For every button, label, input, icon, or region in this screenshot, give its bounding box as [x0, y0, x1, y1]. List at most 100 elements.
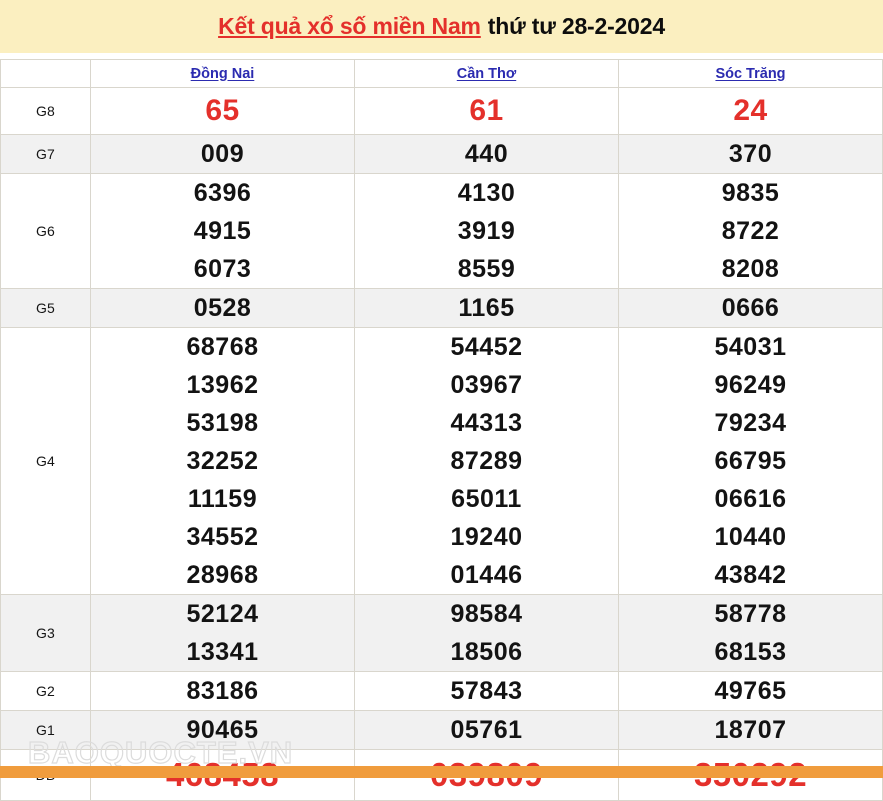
prize-label-g4: G4	[0, 326, 91, 595]
lottery-number: 19240	[450, 522, 523, 551]
lottery-number: 68768	[186, 332, 259, 361]
table-body: G8 65 61 24 G7 009 440 370 G6 6396 4915 6073 4130 391…	[0, 87, 883, 801]
lottery-number: 79234	[714, 408, 787, 437]
column-header-province-3: Sóc Trăng	[618, 59, 883, 88]
lottery-number: 06616	[714, 484, 787, 513]
prize-cell: 6396 4915 6073	[90, 172, 355, 289]
lottery-number: 8208	[721, 254, 780, 283]
table-header: Đồng Nai Cần Thơ Sóc Trăng	[0, 59, 883, 88]
lottery-number: 66795	[714, 446, 787, 475]
lottery-number: 11159	[187, 484, 258, 513]
lottery-number: 9835	[721, 178, 780, 207]
page-title-banner: Kết quả xổ số miền Nam thứ tư 28-2-2024	[0, 0, 883, 53]
lottery-number: 6073	[193, 254, 252, 283]
lottery-number: 65011	[451, 484, 522, 513]
prize-cell: 0666	[618, 287, 883, 328]
prize-cell: 54031 96249 79234 66795 06616 10440 43842	[618, 326, 883, 595]
lottery-results-table: Đồng Nai Cần Thơ Sóc Trăng G8 65 61 24 G7 009…	[0, 59, 883, 801]
table-row: G7 009 440 370	[0, 133, 883, 174]
lottery-number: 10440	[714, 522, 787, 551]
prize-cell: 52124 13341	[90, 593, 355, 672]
lottery-number: 01446	[450, 560, 523, 589]
lottery-number: 24	[733, 94, 768, 127]
table-row: G6 6396 4915 6073 4130 3919 8559 9835 8722 8208	[0, 172, 883, 289]
lottery-number: 13341	[186, 637, 259, 666]
lottery-number: 54452	[450, 332, 523, 361]
prize-cell: 98584 18506	[354, 593, 619, 672]
lottery-number: 96249	[714, 370, 787, 399]
lottery-number: 6396	[193, 178, 252, 207]
footer-accent-bar	[0, 766, 883, 778]
prize-cell: 68768 13962 53198 32252 11159 34552 28968	[90, 326, 355, 595]
prize-cell: 61	[354, 87, 619, 135]
table-row: G1 90465 05761 18707	[0, 709, 883, 750]
lottery-region-link[interactable]: Kết quả xổ số miền Nam	[218, 13, 481, 39]
prize-label-g7: G7	[0, 133, 91, 174]
prize-cell: 9835 8722 8208	[618, 172, 883, 289]
prize-cell: 24	[618, 87, 883, 135]
lottery-number: 1165	[458, 293, 515, 322]
prize-cell: 90465	[90, 709, 355, 750]
prize-cell: 009	[90, 133, 355, 174]
table-row: G2 83186 57843 49765	[0, 670, 883, 711]
province-link-dong-nai[interactable]: Đồng Nai	[190, 65, 255, 82]
lottery-number: 49765	[714, 676, 787, 705]
lottery-number: 440	[464, 139, 509, 168]
lottery-number: 87289	[450, 446, 523, 475]
prize-cell: 49765	[618, 670, 883, 711]
lottery-number: 8559	[457, 254, 516, 283]
lottery-number: 53198	[186, 408, 259, 437]
lottery-number: 18707	[714, 715, 787, 744]
prize-cell: 57843	[354, 670, 619, 711]
lottery-number: 43842	[714, 560, 787, 589]
prize-cell: 05761	[354, 709, 619, 750]
page-title: Kết quả xổ số miền Nam thứ tư 28-2-2024	[218, 15, 665, 38]
lottery-number: 8722	[721, 216, 780, 245]
prize-label-g1: G1	[0, 709, 91, 750]
lottery-number: 13962	[186, 370, 259, 399]
lottery-number: 61	[469, 94, 504, 127]
prize-cell: 18707	[618, 709, 883, 750]
lottery-number: 57843	[450, 676, 523, 705]
lottery-number: 68153	[714, 637, 787, 666]
prize-label-g8: G8	[0, 87, 91, 135]
prize-cell: 1165	[354, 287, 619, 328]
lottery-number: 4915	[193, 216, 252, 245]
prize-cell: 54452 03967 44313 87289 65011 19240 01446	[354, 326, 619, 595]
province-link-soc-trang[interactable]: Sóc Trăng	[715, 65, 786, 82]
column-header-province-2: Cần Thơ	[354, 59, 619, 88]
lottery-number: 34552	[186, 522, 259, 551]
lottery-number: 0666	[721, 293, 780, 322]
prize-label-g2: G2	[0, 670, 91, 711]
lottery-number: 3919	[457, 216, 516, 245]
lottery-number: 90465	[186, 715, 259, 744]
lottery-number: 52124	[186, 599, 259, 628]
lottery-number: 98584	[450, 599, 523, 628]
prize-cell: 440	[354, 133, 619, 174]
table-row: G4 68768 13962 53198 32252 11159 34552 28968 544…	[0, 326, 883, 595]
prize-label-g3: G3	[0, 593, 91, 672]
corner-cell	[0, 59, 91, 88]
lottery-number: 0528	[193, 293, 252, 322]
column-header-province-1: Đồng Nai	[90, 59, 355, 88]
lottery-number: 370	[728, 139, 773, 168]
lottery-number: 44313	[450, 408, 523, 437]
table-row: G8 65 61 24	[0, 87, 883, 135]
lottery-number: 28968	[186, 560, 259, 589]
prize-cell: 4130 3919 8559	[354, 172, 619, 289]
prize-label-g6: G6	[0, 172, 91, 289]
table-row: G3 52124 13341 98584 18506 58778 68153	[0, 593, 883, 672]
lottery-number: 32252	[186, 446, 259, 475]
lottery-number: 83186	[186, 676, 259, 705]
lottery-number: 54031	[714, 332, 787, 361]
lottery-number: 03967	[450, 370, 523, 399]
prize-cell: 83186	[90, 670, 355, 711]
table-row: G5 0528 1165 0666	[0, 287, 883, 328]
province-link-can-tho[interactable]: Cần Thơ	[456, 65, 517, 82]
results-table-container: Đồng Nai Cần Thơ Sóc Trăng G8 65 61 24 G7 009…	[0, 59, 883, 801]
prize-cell: 65	[90, 87, 355, 135]
lottery-number: 4130	[457, 178, 516, 207]
lottery-number: 58778	[714, 599, 787, 628]
lottery-number: 65	[205, 94, 240, 127]
result-date: thứ tư 28-2-2024	[487, 13, 665, 39]
